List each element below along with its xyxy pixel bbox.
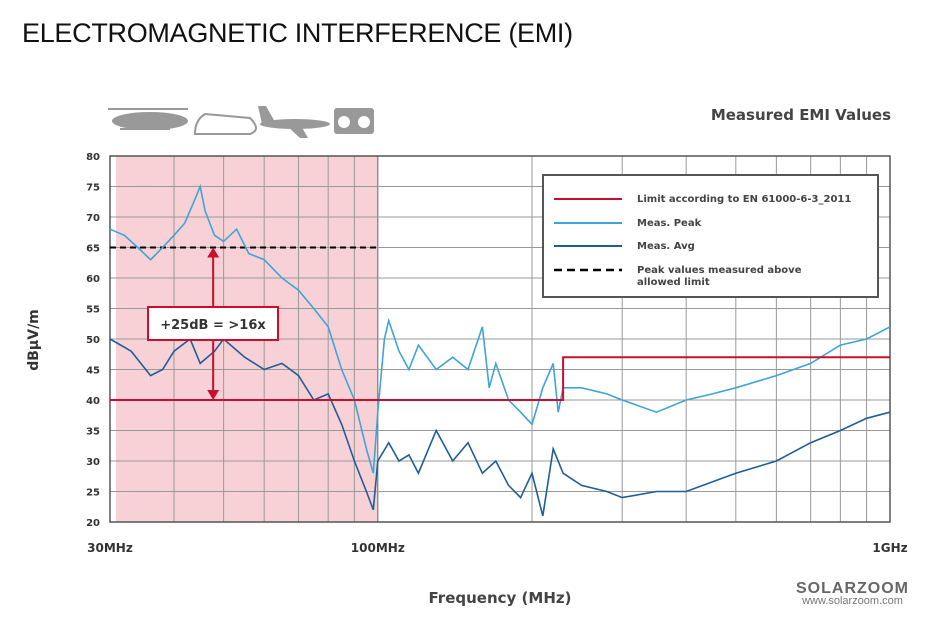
y-tick-label: 65 [86, 244, 100, 255]
solarzoom-logo: SOLARZOOM www.solarzoom.com [796, 580, 909, 607]
arrow-head-up [207, 247, 220, 258]
y-tick-label: 40 [86, 396, 100, 407]
legend-label: Peak values measured above allowed limit [637, 265, 802, 288]
series-line-limit-according-to-en-61000-6-3-2011 [110, 356, 890, 401]
x-axis-label: Frequency (MHz) [429, 589, 572, 607]
radio-icon [334, 108, 374, 134]
y-tick-label: 30 [86, 457, 100, 468]
series-line-meas-avg [109, 337, 891, 517]
y-tick-label: 55 [86, 305, 100, 316]
chart-title: Measured EMI Values [710, 106, 891, 124]
logo-name: SOLARZOOM [796, 580, 909, 597]
x-tick-label: 100MHz [351, 541, 405, 555]
y-tick-label: 80 [86, 152, 100, 163]
x-tick-label: 1GHz [872, 541, 907, 555]
legend-label-line: Peak values measured above [637, 265, 802, 276]
legend-label: Meas. Avg [637, 241, 695, 252]
legend-label: Limit according to EN 61000-6-3_2011 [637, 194, 851, 205]
y-tick-label: 45 [86, 366, 100, 377]
helicopter-icon [108, 108, 188, 130]
x-tick-label: 30MHz [87, 541, 133, 555]
annotation-label: +25dB = >16x [160, 318, 266, 333]
train-icon [193, 112, 257, 135]
y-axis-label: dBµV/m [26, 309, 42, 371]
y-tick-label: 35 [86, 427, 100, 438]
legend-label-line: allowed limit [637, 277, 710, 288]
y-tick-label: 60 [86, 274, 100, 285]
airplane-icon [258, 106, 330, 138]
arrow-head-down [207, 390, 220, 400]
legend-label: Meas. Peak [637, 218, 702, 229]
y-tick-label: 70 [86, 213, 100, 224]
y-tick-label: 75 [86, 183, 100, 194]
y-tick-label: 20 [86, 518, 100, 529]
annotation-box [147, 306, 279, 341]
page-title: ELECTROMAGNETIC INTERFERENCE (EMI) [22, 18, 573, 48]
y-tick-label: 25 [86, 488, 100, 499]
legend-box [542, 174, 879, 298]
y-tick-label: 50 [86, 335, 100, 346]
logo-url: www.solarzoom.com [802, 595, 903, 607]
series-line-meas-peak [109, 183, 891, 474]
